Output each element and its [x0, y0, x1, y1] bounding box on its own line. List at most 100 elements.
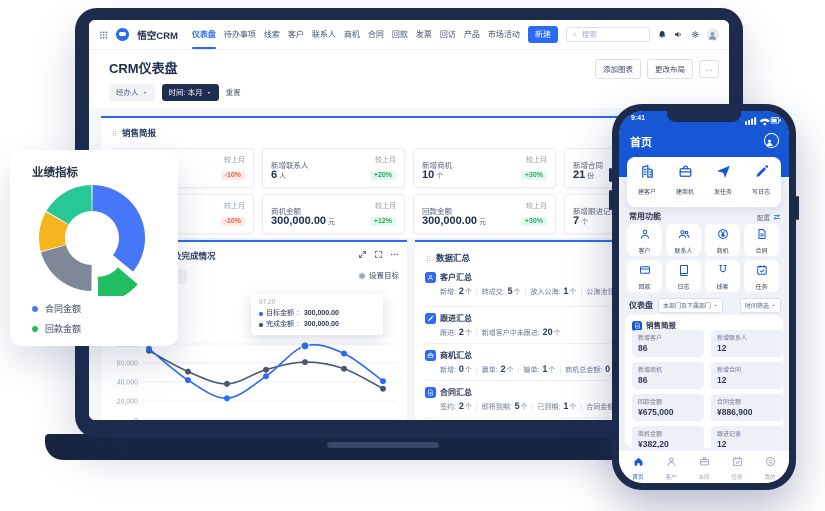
metric-card[interactable]: 商机金额 300,000.00 元 较上月 +12%: [262, 194, 405, 234]
phone-side-button: [609, 168, 612, 182]
owner-filter[interactable]: 经办人: [109, 84, 155, 101]
add-chart-button[interactable]: 添加图表: [595, 59, 641, 79]
sales-brief-header: 销售简报: [111, 127, 156, 139]
nav-item-dashboard[interactable]: 仪表盘: [191, 20, 216, 50]
legend-item-contract: 合同金额: [32, 302, 81, 315]
more-button[interactable]: ···: [699, 60, 719, 78]
nav-item-todo[interactable]: 待办事项: [223, 30, 256, 39]
function-tasks[interactable]: 任务: [744, 260, 779, 292]
legend-dot-blue: [32, 305, 38, 312]
function-contacts[interactable]: 联系人: [666, 224, 701, 256]
phone-stat-opportunity-amount[interactable]: 商机金额 ¥382,20: [632, 426, 704, 453]
person-icon: [666, 456, 677, 467]
summary-group-payment[interactable]: 回款金额: [425, 417, 711, 420]
svg-text:0: 0: [134, 417, 138, 420]
phone-stat-new-contracts[interactable]: 新增合同 12: [711, 362, 783, 389]
lead-magnet-icon: [717, 264, 729, 276]
nav-item-visits[interactable]: 回访: [439, 30, 456, 39]
search-input[interactable]: [579, 29, 644, 40]
avatar-icon: [707, 29, 718, 41]
fullscreen-icon[interactable]: [374, 250, 383, 259]
tab-contracts[interactable]: 合同: [687, 454, 721, 481]
phone-stat-new-opportunities[interactable]: 新增商机 86: [632, 362, 704, 389]
delta-badge: +20%: [369, 171, 396, 180]
settings-gear-icon[interactable]: [691, 30, 699, 39]
time-filter[interactable]: 时间: 本月: [161, 84, 219, 101]
header-actions: 添加图表 更改布局 ···: [595, 59, 719, 79]
function-customers[interactable]: 客户: [627, 224, 662, 256]
brief-icon: [632, 320, 642, 331]
nav-item-invoices[interactable]: 发票: [415, 30, 432, 39]
drag-handle-icon[interactable]: [425, 254, 432, 263]
reset-button[interactable]: 重置: [225, 88, 241, 97]
nav-item-contacts[interactable]: 联系人: [311, 30, 336, 39]
notification-bell-icon[interactable]: [658, 30, 666, 39]
department-filter[interactable]: 本部门及下属部门: [658, 298, 724, 313]
user-avatar[interactable]: [706, 28, 719, 41]
series-dot-done: [259, 322, 263, 327]
summary-group-opportunities[interactable]: 商机汇总 新增0个赢单2个输单1个商机总金额0: [425, 343, 711, 375]
create-new-button[interactable]: 新建: [527, 26, 558, 43]
kpi-floating-card: 业绩指标 合同金额 回款金额: [10, 150, 178, 346]
configure-button[interactable]: 配置: [757, 212, 781, 222]
nav-item-opportunities[interactable]: 商机: [343, 30, 360, 39]
phone-stat-followup-records[interactable]: 跟进记录 12: [711, 426, 783, 453]
tab-customers[interactable]: 客户: [654, 454, 688, 481]
phone-stat-contract-amount[interactable]: 合同金额 ¥886,900: [711, 394, 783, 421]
nav-item-products[interactable]: 产品: [463, 30, 480, 39]
change-layout-button[interactable]: 更改布局: [647, 59, 693, 79]
logo-icon[interactable]: [116, 28, 130, 41]
nav-item-payments[interactable]: 回款: [391, 30, 408, 39]
function-opportunities[interactable]: 商机: [705, 224, 740, 256]
home-icon: [633, 456, 644, 467]
tab-profile[interactable]: 我的: [753, 454, 787, 481]
svg-text:20,000: 20,000: [117, 398, 139, 405]
delta-badge: -10%: [220, 217, 245, 226]
announcement-horn-icon[interactable]: [674, 30, 682, 39]
drag-handle-icon[interactable]: [111, 129, 118, 138]
function-payments[interactable]: 回款: [627, 260, 662, 292]
phone-stat-new-customers[interactable]: 新增客户 86: [632, 330, 704, 357]
phone-stat-payment-amount[interactable]: 回款金额 ¥675,000: [632, 394, 704, 421]
apps-grid-icon[interactable]: [99, 30, 108, 40]
delta-badge: +30%: [520, 217, 547, 226]
quick-action-send-task[interactable]: 发任务: [704, 164, 742, 196]
sales-brief-title: 销售简报: [122, 128, 157, 138]
delta-badge: -10%: [220, 171, 245, 180]
status-icons: [745, 115, 781, 126]
delta-badge: +12%: [369, 217, 396, 226]
card-icon: [639, 264, 651, 276]
nav-item-leads[interactable]: 线索: [263, 30, 280, 39]
opportunity-icon: [425, 350, 436, 361]
tab-tasks[interactable]: 任务: [720, 454, 754, 481]
summary-group-contracts[interactable]: 合同汇总 签约2个即将到期5个已到期1个合同金额: [425, 380, 711, 412]
set-target-button[interactable]: 设置目标: [358, 270, 399, 281]
phone-avatar[interactable]: [764, 133, 779, 148]
resize-icon[interactable]: [358, 250, 367, 259]
quick-action-write-log[interactable]: 写日志: [742, 164, 780, 196]
tab-home[interactable]: 首页: [621, 454, 655, 481]
quick-action-create-opportunity[interactable]: 建商机: [666, 164, 704, 196]
search-box[interactable]: [565, 27, 650, 42]
building-icon: [640, 164, 655, 179]
pen-icon: [754, 164, 769, 179]
followup-icon: [425, 313, 436, 324]
phone-stat-new-contacts[interactable]: 新增联系人 12: [711, 330, 783, 357]
time-filter-phone[interactable]: 时间筛选: [739, 298, 781, 313]
function-logs[interactable]: 日志: [666, 260, 701, 292]
book-icon: [678, 264, 690, 276]
summary-group-followups[interactable]: 跟进汇总 跟进2个新增客户中未跟进20个: [425, 306, 711, 338]
summary-group-customers[interactable]: 客户汇总 新增2个转成交5个放入公海1个公海池领取: [425, 272, 711, 297]
metric-card[interactable]: 回款金额 300,000.00 元 较上月 +30%: [413, 194, 556, 234]
function-leads[interactable]: 线索: [705, 260, 740, 292]
common-functions-header: 常用功能 配置: [629, 211, 781, 222]
metric-card[interactable]: 新增商机 10 个 较上月 +30%: [413, 148, 556, 188]
tooltip-date: 07.20: [259, 299, 276, 306]
nav-item-marketing[interactable]: 市场活动: [487, 30, 520, 39]
nav-item-contracts[interactable]: 合同: [367, 30, 384, 39]
quick-action-create-customer[interactable]: 建客户: [628, 164, 666, 196]
nav-item-customers[interactable]: 客户: [287, 30, 304, 39]
function-contracts[interactable]: 合同: [744, 224, 779, 256]
more-dots-icon[interactable]: [390, 250, 399, 259]
